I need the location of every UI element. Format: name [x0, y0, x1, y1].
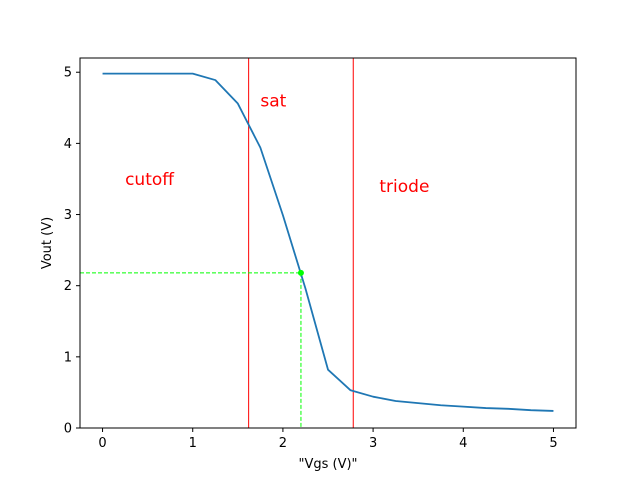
- axes-frame: [79, 57, 577, 429]
- region-label-triode: triode: [379, 177, 429, 197]
- y-tick-label: 2: [64, 279, 72, 294]
- x-tick-label: 4: [459, 436, 467, 451]
- region-annotations: cutoff sat triode: [125, 92, 429, 197]
- x-tick-label: 3: [369, 436, 377, 451]
- y-tick-label: 1: [64, 350, 72, 365]
- y-tick-label: 0: [64, 422, 72, 437]
- x-tick-label: 2: [279, 436, 287, 451]
- region-label-sat: sat: [260, 92, 286, 112]
- x-tick-label: 1: [189, 436, 197, 451]
- x-tick-label: 5: [549, 436, 557, 451]
- y-tick-label: 3: [64, 208, 72, 223]
- region-label-cutoff: cutoff: [125, 170, 175, 190]
- x-tick-label: 0: [98, 436, 106, 451]
- axis-ticks: 0 1 2 3 4 5 0 1 2 3 4 5: [64, 66, 558, 451]
- y-tick-label: 5: [64, 66, 72, 81]
- y-tick-label: 4: [64, 137, 72, 152]
- y-axis-label: Vout (V): [40, 217, 55, 269]
- x-axis-label: "Vgs (V)": [298, 457, 357, 472]
- plot-area: [80, 58, 554, 428]
- operating-point-marker: [297, 269, 304, 276]
- series-line-0: [102, 72, 554, 412]
